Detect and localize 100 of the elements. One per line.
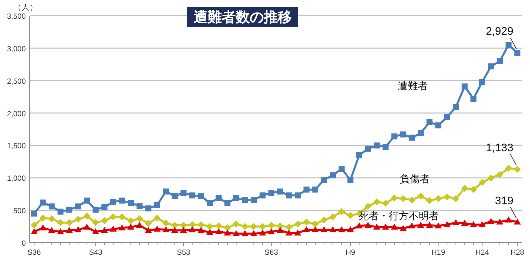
point	[250, 230, 258, 236]
point	[338, 208, 346, 216]
point	[365, 146, 372, 152]
point	[338, 166, 345, 172]
point	[119, 198, 126, 204]
point	[453, 104, 460, 110]
point	[470, 221, 478, 228]
point	[136, 222, 144, 228]
point	[163, 188, 170, 195]
point	[435, 222, 442, 229]
point	[356, 222, 363, 229]
point	[57, 219, 64, 226]
point	[320, 226, 328, 233]
point	[172, 193, 178, 200]
point	[198, 221, 205, 228]
data-label: 1,133	[486, 142, 514, 155]
point	[312, 186, 319, 193]
point	[189, 226, 196, 233]
point	[276, 222, 284, 230]
point	[146, 206, 152, 212]
point	[426, 197, 434, 204]
point	[452, 219, 460, 226]
text: 遭難者	[398, 80, 428, 92]
point	[374, 224, 381, 230]
point	[400, 132, 406, 138]
point	[506, 42, 512, 48]
point	[145, 220, 152, 228]
point	[374, 142, 380, 149]
point	[171, 227, 178, 234]
point	[48, 227, 56, 234]
point	[488, 174, 495, 182]
point	[374, 198, 381, 206]
point	[312, 226, 320, 233]
point	[84, 212, 91, 220]
point	[48, 216, 56, 223]
point	[417, 192, 424, 200]
point	[312, 220, 320, 228]
point	[400, 195, 407, 202]
point	[303, 226, 310, 233]
point	[110, 199, 116, 206]
point	[496, 171, 504, 178]
point	[215, 228, 222, 234]
point	[101, 227, 108, 234]
point	[242, 197, 248, 204]
point	[251, 197, 258, 204]
point	[444, 221, 451, 228]
point	[496, 218, 504, 225]
point	[66, 219, 74, 226]
series-label: 死者・行方不明者	[358, 210, 439, 222]
point	[382, 200, 390, 207]
data-label: 319	[495, 195, 514, 208]
point	[347, 212, 354, 220]
point	[392, 134, 398, 140]
point	[259, 223, 266, 230]
point	[391, 194, 398, 202]
point	[136, 203, 143, 210]
point	[232, 220, 240, 228]
point	[101, 217, 108, 224]
point	[479, 79, 486, 86]
title: 遭難者数の推移	[187, 7, 298, 27]
point	[110, 226, 117, 232]
point	[364, 203, 372, 210]
point	[66, 227, 74, 234]
point	[418, 130, 424, 136]
point	[40, 224, 47, 231]
point	[128, 200, 134, 206]
point	[347, 226, 354, 233]
point	[356, 152, 362, 158]
point	[514, 218, 522, 225]
point	[382, 144, 389, 150]
point	[286, 192, 292, 199]
point	[162, 220, 170, 228]
point	[128, 224, 135, 230]
point	[110, 214, 117, 221]
point	[462, 84, 468, 90]
point	[102, 204, 108, 210]
point	[436, 122, 442, 129]
point	[74, 216, 82, 224]
point	[426, 119, 433, 126]
point	[444, 114, 450, 120]
point	[409, 134, 416, 141]
point	[320, 216, 328, 224]
point	[276, 227, 284, 234]
point	[118, 214, 126, 221]
point	[84, 224, 91, 230]
point	[435, 195, 442, 202]
point	[206, 223, 214, 230]
point	[128, 217, 135, 224]
point	[364, 222, 372, 228]
point	[48, 204, 55, 210]
point	[514, 50, 521, 56]
point	[461, 185, 468, 192]
point	[382, 224, 390, 230]
point	[444, 193, 451, 200]
point	[180, 190, 187, 196]
point	[400, 225, 407, 232]
point	[330, 226, 337, 233]
point	[162, 226, 170, 233]
point	[417, 222, 424, 228]
point	[242, 230, 249, 236]
